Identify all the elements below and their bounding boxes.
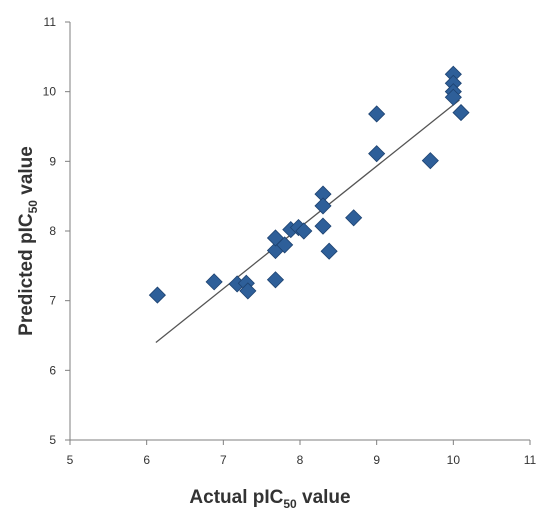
data-point xyxy=(444,88,462,106)
data-point xyxy=(345,209,363,227)
x-tick-label: 8 xyxy=(297,453,304,467)
y-axis-title: Predicted pIC50 value xyxy=(16,146,40,336)
x-tick-label: 5 xyxy=(67,453,74,467)
y-tick-label: 11 xyxy=(44,15,57,29)
x-axis-title: Actual pIC50 value xyxy=(189,487,350,511)
y-tick-label: 8 xyxy=(49,224,56,238)
y-tick-label: 7 xyxy=(49,294,56,308)
data-point xyxy=(452,104,470,122)
data-point xyxy=(148,286,166,304)
x-tick-label: 11 xyxy=(524,453,537,467)
ticks: 5 6 7 8 9 10 11 5 6 7 8 9 10 11 xyxy=(43,15,537,467)
data-point xyxy=(320,242,338,260)
data-point xyxy=(314,217,332,235)
y-tick-label: 6 xyxy=(49,363,56,377)
data-point xyxy=(368,145,386,163)
x-tick-label: 6 xyxy=(143,453,150,467)
data-point xyxy=(239,282,257,300)
data-point xyxy=(421,152,439,170)
y-tick-label: 9 xyxy=(49,154,56,168)
data-point xyxy=(368,105,386,123)
y-tick-label: 5 xyxy=(49,433,56,447)
x-tick-label: 10 xyxy=(447,453,461,467)
data-points xyxy=(148,65,470,304)
data-point xyxy=(266,271,285,289)
x-tick-label: 9 xyxy=(373,453,380,467)
data-point xyxy=(295,222,313,240)
y-tick-label: 10 xyxy=(43,85,57,99)
data-point xyxy=(205,273,223,291)
trendline xyxy=(155,99,460,343)
data-point xyxy=(314,197,332,215)
x-tick-label: 7 xyxy=(220,453,227,467)
data-point xyxy=(276,236,294,254)
